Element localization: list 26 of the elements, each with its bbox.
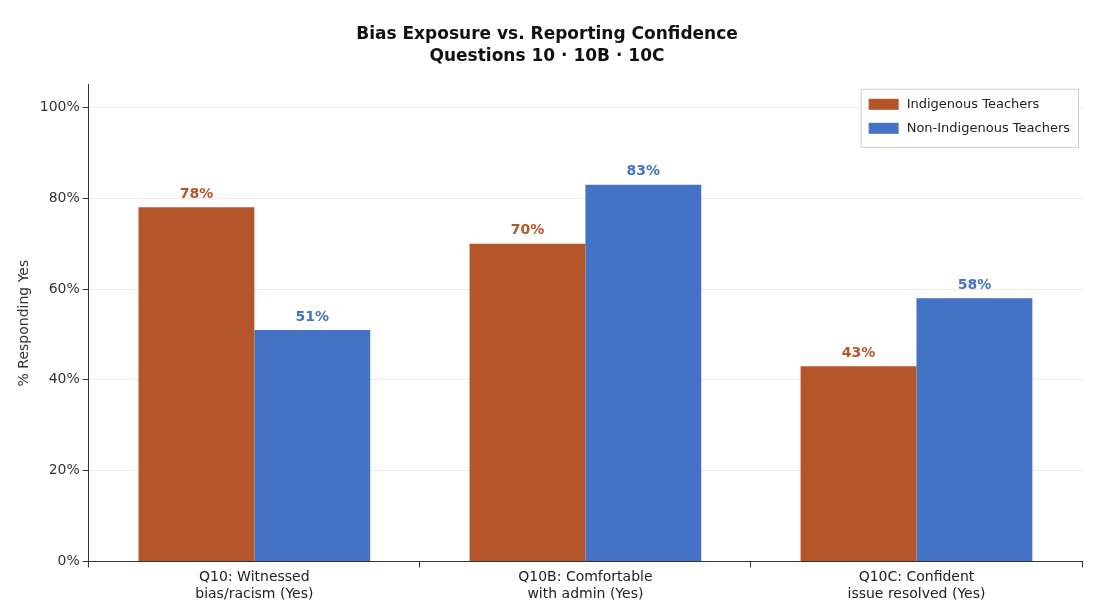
bar [585,184,702,561]
y-tick-label: 40% [48,370,80,387]
data-label: 51% [295,307,330,324]
data-label: 58% [957,275,992,292]
data-label: 78% [179,184,214,201]
data-label: 43% [841,343,876,360]
bar [469,243,586,561]
bar [254,329,371,561]
y-tick-label: 100% [39,98,80,115]
x-tick-label: Q10: Witnessed bias/racism (Yes) [195,568,314,602]
x-tick-label: Q10C: Confident issue resolved (Yes) [847,568,986,602]
data-label: 83% [626,162,661,179]
y-axis-title: % Responding Yes [15,259,32,387]
legend-label: Non-Indigenous Teachers [906,120,1071,136]
legend-label: Indigenous Teachers [906,96,1040,112]
y-tick-label: 60% [48,279,80,296]
y-tick-label: 80% [48,188,80,205]
x-tick-label: Q10B: Comfortable with admin (Yes) [518,568,653,602]
bar [138,207,255,561]
y-tick-label: 20% [48,461,80,478]
data-label: 70% [510,221,545,238]
bar [800,366,917,561]
chart-title: Bias Exposure vs. Reporting Confidence [356,22,738,43]
chart-subtitle: Questions 10 · 10B · 10C [429,45,665,66]
y-tick-label: 0% [57,552,80,569]
bar [916,298,1033,561]
